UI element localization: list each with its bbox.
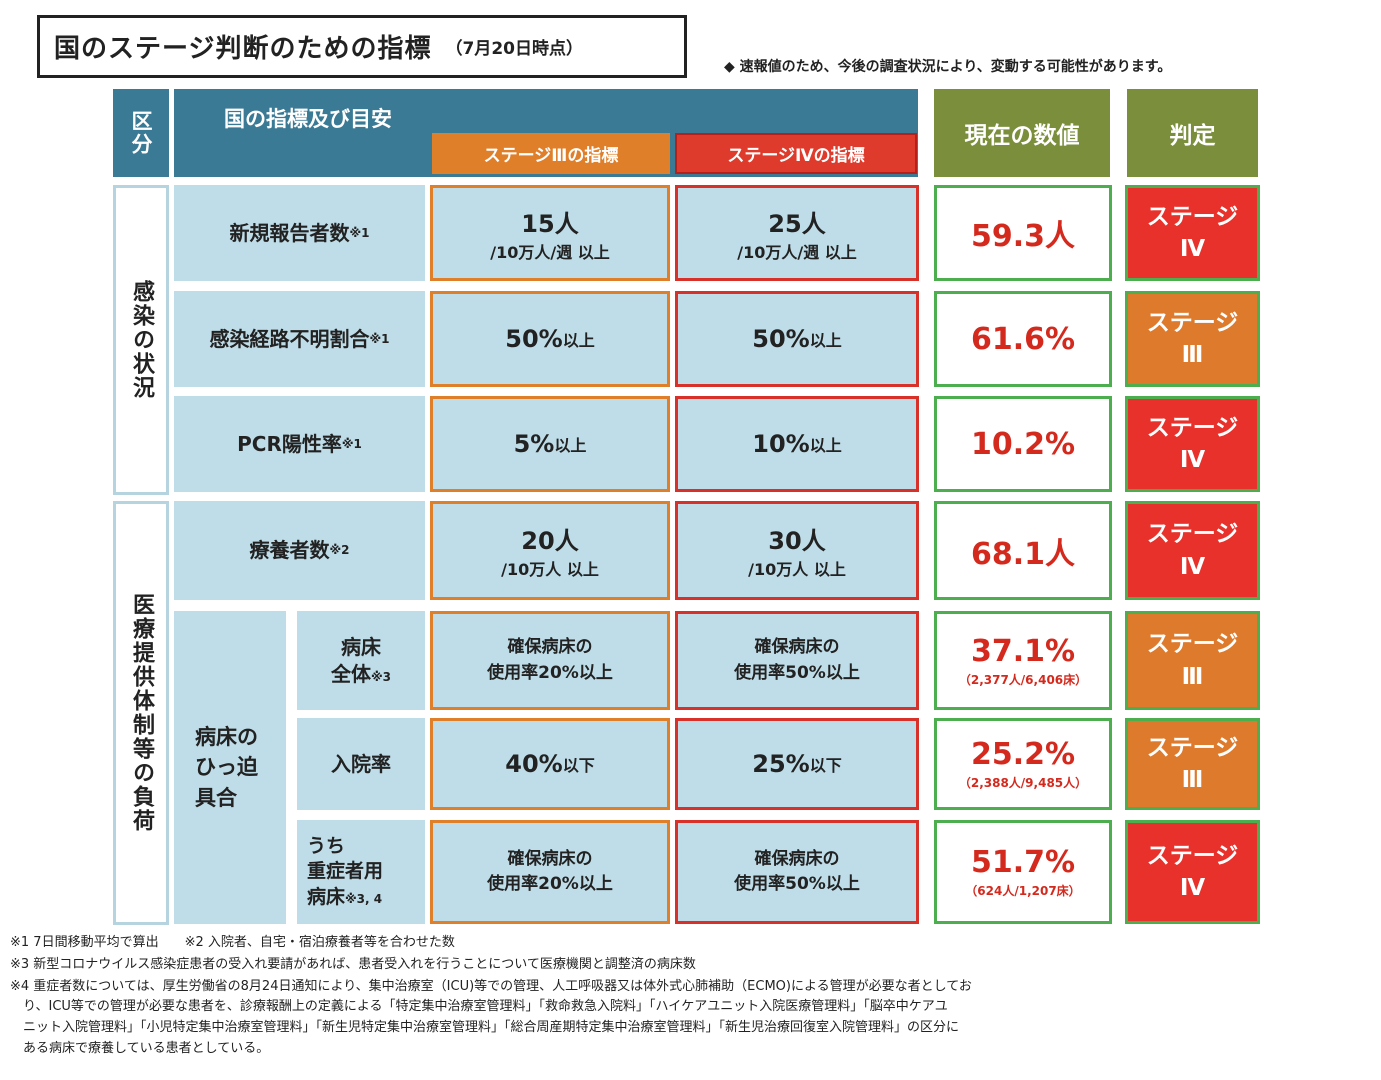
page-title-box: 国のステージ判断のための指標 （7月20日時点） xyxy=(37,15,687,78)
current-bed-total: 37.1% （2,377人/6,406床） xyxy=(934,611,1112,710)
stage4-new-cases: 25人 /10万人/週 以上 xyxy=(675,185,919,281)
stage3-unknown-route: 50% 以上 xyxy=(430,291,670,387)
row-label-bed-total: 病床 全体※3 xyxy=(297,611,425,710)
judgment-recuperating: ステージ Ⅳ xyxy=(1125,501,1260,600)
row-label-unknown-route: 感染経路不明割合 ※1 xyxy=(174,291,425,387)
current-admission-rate: 25.2% （2,388人/9,485人） xyxy=(934,718,1112,810)
row-label-recuperating: 療養者数 ※2 xyxy=(174,501,425,600)
stage3-recuperating: 20人 /10万人 以上 xyxy=(430,501,670,600)
bed-group-label: 病床のひっ迫具合 xyxy=(174,611,286,924)
row-label-new-cases: 新規報告者数 ※1 xyxy=(174,185,425,281)
stage4-recuperating: 30人 /10万人 以上 xyxy=(675,501,919,600)
page-date: （7月20日時点） xyxy=(445,39,583,59)
page-title: 国のステージ判断のための指標 xyxy=(54,34,432,64)
judgment-admission-rate: ステージ Ⅲ xyxy=(1125,718,1260,810)
stage4-bed-total: 確保病床の 使用率50%以上 xyxy=(675,611,919,710)
stage3-new-cases: 15人 /10万人/週 以上 xyxy=(430,185,670,281)
stage4-unknown-route: 50% 以上 xyxy=(675,291,919,387)
stage3-severe-beds: 確保病床の 使用率20%以上 xyxy=(430,820,670,924)
notice-text: ◆ 速報値のため、今後の調査状況により、変動する可能性があります。 xyxy=(724,59,1172,75)
current-pcr: 10.2% xyxy=(934,396,1112,492)
current-recuperating: 68.1人 xyxy=(934,501,1112,600)
footnote-2: ※3 新型コロナウイルス感染症患者の受入れ要請があれば、患者受入れを行うことにつ… xyxy=(10,957,696,972)
footnote-1: ※1 7日間移動平均で算出 ※2 入院者、自宅・宿泊療養者等を合わせた数 xyxy=(10,935,455,950)
category-medical: 医療提供体制等の負荷 xyxy=(113,501,169,925)
judgment-pcr: ステージ Ⅳ xyxy=(1125,396,1260,492)
stage3-pcr: 5% 以上 xyxy=(430,396,670,492)
judgment-severe-beds: ステージ Ⅳ xyxy=(1125,820,1260,924)
current-new-cases: 59.3人 xyxy=(934,185,1112,281)
stage4-severe-beds: 確保病床の 使用率50%以上 xyxy=(675,820,919,924)
current-unknown-route: 61.6% xyxy=(934,291,1112,387)
header-judgment: 判定 xyxy=(1127,89,1258,177)
current-severe-beds: 51.7% （624人/1,207床） xyxy=(934,820,1112,924)
footnote-3: ※4 重症者数については、厚生労働省の8月24日通知により、集中治療室（ICU)… xyxy=(10,979,972,994)
row-label-pcr: PCR陽性率 ※1 xyxy=(174,396,425,492)
header-category: 区分 xyxy=(113,89,169,177)
footnote-6: ある病床で療養している患者としている。 xyxy=(10,1041,270,1056)
stage3-bed-total: 確保病床の 使用率20%以上 xyxy=(430,611,670,710)
header-stage4: ステージⅣの指標 xyxy=(675,133,917,174)
stage3-admission-rate: 40% 以下 xyxy=(430,718,670,810)
footnote-5: ニット入院管理料」「小児特定集中治療室管理料」「新生児特定集中治療室管理料」「総… xyxy=(10,1020,960,1035)
category-infection: 感染の状況 xyxy=(113,185,169,495)
stage4-pcr: 10% 以上 xyxy=(675,396,919,492)
header-stage3: ステージⅢの指標 xyxy=(432,133,670,174)
row-label-admission-rate: 入院率 xyxy=(297,718,425,810)
footnote-4: り、ICU等での管理が必要な患者を、診療報酬上の定義による「特定集中治療室管理料… xyxy=(10,999,948,1014)
header-indicators-label: 国の指標及び目安 xyxy=(224,107,392,131)
row-label-severe-beds: うち 重症者用 病床※3, 4 xyxy=(297,820,425,924)
stage4-admission-rate: 25% 以下 xyxy=(675,718,919,810)
judgment-unknown-route: ステージ Ⅲ xyxy=(1125,291,1260,387)
judgment-new-cases: ステージ Ⅳ xyxy=(1125,185,1260,281)
judgment-bed-total: ステージ Ⅲ xyxy=(1125,611,1260,710)
header-current: 現在の数値 xyxy=(934,89,1110,177)
